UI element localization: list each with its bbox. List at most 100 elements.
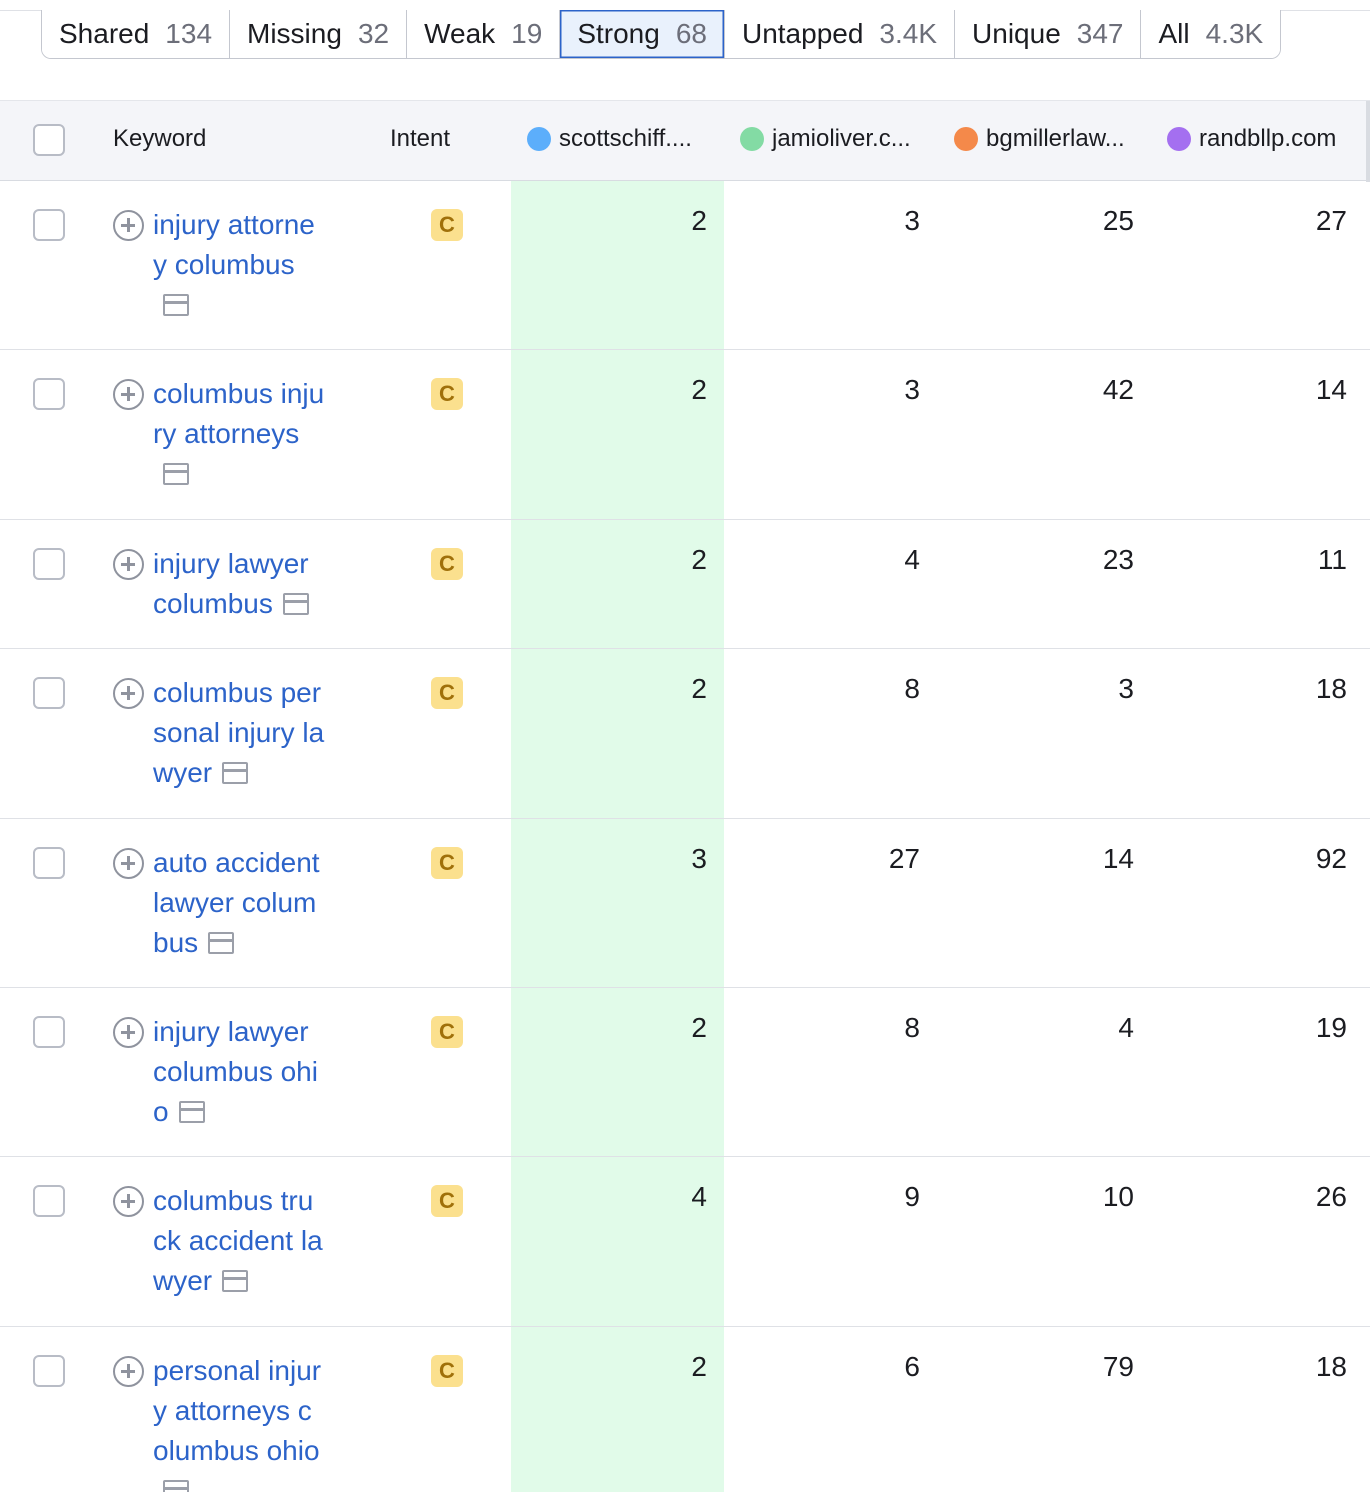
tab-weak[interactable]: Weak 19 <box>407 10 561 58</box>
position-value: 4 <box>1118 1012 1134 1043</box>
keyword-link[interactable]: auto accident lawyer columbus <box>153 843 325 963</box>
position-value: 4 <box>691 1181 707 1212</box>
position-value: 18 <box>1315 1351 1347 1382</box>
intent-commercial-badge: C <box>431 1016 463 1048</box>
tab-shared[interactable]: Shared 134 <box>42 10 231 58</box>
position-value: 2 <box>691 544 707 575</box>
position-value: 18 <box>1315 673 1347 704</box>
row-checkbox[interactable] <box>33 677 65 709</box>
add-keyword-plus-icon[interactable] <box>113 1017 144 1048</box>
column-header-keyword[interactable]: Keyword <box>113 125 207 152</box>
column-header-intent[interactable]: Intent <box>390 125 451 152</box>
position-value: 42 <box>1102 374 1134 405</box>
add-keyword-plus-icon[interactable] <box>113 1356 144 1387</box>
keyword-text[interactable]: columbus injury attorneys <box>153 378 325 449</box>
tabs-area: Shared 134 Missing 32 Weak 19 Strong 68 Untapped… <box>0 0 1370 100</box>
row-checkbox[interactable] <box>33 1185 65 1217</box>
serp-snapshot-icon[interactable] <box>178 1101 205 1123</box>
serp-snapshot-icon[interactable] <box>282 593 309 615</box>
table-row: personal injury attorneys columbus ohio C… <box>0 1327 1370 1492</box>
position-value: 10 <box>1102 1181 1134 1212</box>
scrollbar-edge <box>1366 101 1370 182</box>
tab-bar: Shared 134 Missing 32 Weak 19 Strong 68 Untapped… <box>41 10 1282 59</box>
tab-untapped[interactable]: Untapped 3.4K <box>724 10 956 58</box>
keyword-link[interactable]: injury attorney columbus <box>153 205 325 325</box>
keyword-table: Keyword Intent scottschiff.... jamioliver… <box>0 100 1370 1492</box>
keyword-text[interactable]: columbus personal injury lawyer <box>153 677 325 788</box>
column-header-domain[interactable]: jamioliver.c... <box>740 125 911 153</box>
tab-count: 19 <box>511 18 543 49</box>
table-body: injury attorney columbus C 2 3 25 27 columbus … <box>0 181 1370 1492</box>
highlighted-column-cell <box>511 819 724 987</box>
column-header-domain[interactable]: scottschiff.... <box>527 125 692 153</box>
keyword-link[interactable]: columbus injury attorneys <box>153 374 325 494</box>
table-row: injury lawyer columbus ohio C 2 8 4 19 <box>0 988 1370 1157</box>
keyword-link[interactable]: injury lawyer columbus <box>153 544 325 624</box>
column-header-domain[interactable]: bgmillerlaw... <box>954 125 1125 153</box>
intent-commercial-badge: C <box>431 548 463 580</box>
add-keyword-plus-icon[interactable] <box>113 1186 144 1217</box>
tab-count: 3.4K <box>879 18 938 49</box>
keyword-text[interactable]: injury attorney columbus <box>153 209 315 280</box>
position-value: 8 <box>904 1012 920 1043</box>
keyword-text[interactable]: auto accident lawyer columbus <box>153 847 320 958</box>
table-header: Keyword Intent scottschiff.... jamioliver… <box>0 100 1370 182</box>
table-row: auto accident lawyer columbus C 3 27 14 92 <box>0 819 1370 988</box>
position-value: 3 <box>904 374 920 405</box>
highlighted-column-cell <box>511 1157 724 1326</box>
highlighted-column-cell <box>511 649 724 818</box>
highlighted-column-cell <box>511 520 724 648</box>
row-checkbox[interactable] <box>33 378 65 410</box>
serp-snapshot-icon[interactable] <box>163 463 189 485</box>
select-all-checkbox[interactable] <box>33 124 65 156</box>
position-value: 2 <box>691 1012 707 1043</box>
tab-count: 68 <box>675 18 707 49</box>
keyword-text[interactable]: personal injury attorneys columbus ohio <box>153 1355 322 1466</box>
keyword-link[interactable]: personal injury attorneys columbus ohio <box>153 1351 325 1492</box>
tab-strong[interactable]: Strong 68 <box>560 10 725 58</box>
domain-color-dot-icon <box>527 127 551 151</box>
intent-commercial-badge: C <box>431 1185 463 1217</box>
position-value: 27 <box>1315 205 1347 236</box>
column-header-domain[interactable]: randbllp.com <box>1167 125 1336 153</box>
position-value: 3 <box>691 843 707 874</box>
position-value: 3 <box>1118 673 1134 704</box>
position-value: 2 <box>691 673 707 704</box>
serp-snapshot-icon[interactable] <box>222 1270 249 1292</box>
add-keyword-plus-icon[interactable] <box>113 848 144 879</box>
tab-missing[interactable]: Missing 32 <box>230 10 408 58</box>
tab-unique[interactable]: Unique 347 <box>955 10 1142 58</box>
add-keyword-plus-icon[interactable] <box>113 379 144 410</box>
add-keyword-plus-icon[interactable] <box>113 678 144 709</box>
table-row: injury lawyer columbus C 2 4 23 11 <box>0 520 1370 649</box>
serp-snapshot-icon[interactable] <box>163 294 189 316</box>
row-checkbox[interactable] <box>33 847 65 879</box>
tab-count: 4.3K <box>1205 18 1264 49</box>
domain-label: jamioliver.c... <box>772 125 911 152</box>
table-row: columbus personal injury lawyer C 2 8 3 18 <box>0 649 1370 819</box>
serp-snapshot-icon[interactable] <box>208 932 235 954</box>
add-keyword-plus-icon[interactable] <box>113 210 144 241</box>
row-checkbox[interactable] <box>33 1016 65 1048</box>
intent-commercial-badge: C <box>431 378 463 410</box>
add-keyword-plus-icon[interactable] <box>113 549 144 580</box>
position-value: 25 <box>1102 205 1134 236</box>
keyword-text[interactable]: injury lawyer columbus <box>153 548 309 619</box>
position-value: 2 <box>691 374 707 405</box>
serp-snapshot-icon[interactable] <box>163 1480 189 1492</box>
keyword-link[interactable]: columbus personal injury lawyer <box>153 673 325 793</box>
serp-snapshot-icon[interactable] <box>222 762 249 784</box>
domain-color-dot-icon <box>1167 127 1191 151</box>
position-value: 2 <box>691 205 707 236</box>
keyword-text[interactable]: injury lawyer columbus ohio <box>153 1016 318 1127</box>
tab-all[interactable]: All 4.3K <box>1141 10 1281 58</box>
highlighted-column-cell <box>511 181 724 349</box>
highlighted-column-cell <box>511 988 724 1156</box>
keyword-link[interactable]: columbus truck accident lawyer <box>153 1181 325 1301</box>
row-checkbox[interactable] <box>33 209 65 241</box>
row-checkbox[interactable] <box>33 1355 65 1387</box>
keyword-link[interactable]: injury lawyer columbus ohio <box>153 1012 325 1132</box>
keyword-text[interactable]: columbus truck accident lawyer <box>153 1185 323 1296</box>
position-value: 11 <box>1317 544 1347 575</box>
row-checkbox[interactable] <box>33 548 65 580</box>
